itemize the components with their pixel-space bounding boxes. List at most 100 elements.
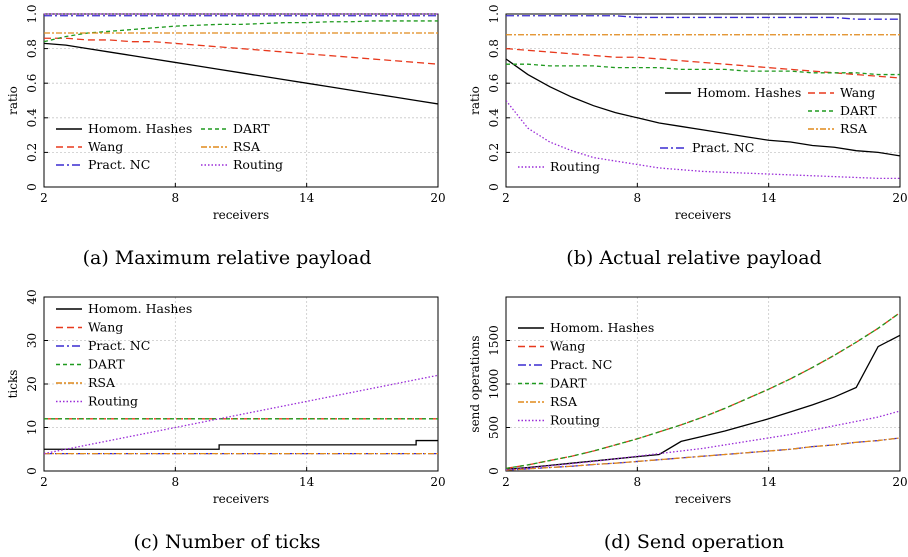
legend-item-pract-nc: Pract. NC: [660, 140, 754, 155]
x-tick-label: 2: [502, 475, 510, 489]
series-line-dart: [44, 20, 438, 43]
legend-label: Pract. NC: [88, 338, 150, 353]
series-line-rsa: [506, 437, 900, 471]
y-tick-label: 0.8: [487, 39, 501, 58]
x-tick-label: 20: [430, 475, 445, 489]
panel-caption: (b) Actual relative payload: [566, 247, 821, 269]
legend-label: RSA: [88, 375, 116, 390]
y-tick-label: 40: [25, 289, 39, 304]
legend-item-rsa: RSA: [56, 375, 116, 390]
y-tick-label: 500: [487, 416, 501, 439]
x-tick-label: 2: [40, 475, 48, 489]
y-tick-label: 20: [25, 376, 39, 391]
legend-label: Routing: [233, 157, 283, 172]
y-tick-label: 0.2: [25, 143, 39, 162]
legend-item-rsa: RSA: [518, 394, 578, 409]
legend-item-wang: Wang: [518, 339, 585, 354]
legend-label: Homom. Hashes: [697, 85, 801, 100]
legend-label: Wang: [88, 320, 123, 335]
legend-item-wang: Wang: [56, 320, 123, 335]
legend-label: Wang: [550, 339, 585, 354]
x-axis-label: receivers: [675, 492, 731, 506]
legend-item-homom-hashes: Homom. Hashes: [56, 121, 192, 136]
x-tick-label: 14: [299, 475, 315, 489]
y-tick-label: 0.4: [25, 108, 39, 127]
legend-item-routing: Routing: [518, 159, 600, 174]
legend-item-pract-nc: Pract. NC: [518, 357, 612, 372]
legend-label: Wang: [88, 139, 123, 154]
x-tick-label: 20: [892, 475, 907, 489]
x-tick-label: 2: [502, 191, 510, 205]
panel-actual-relative-payload: 2 8 14 20 0 0.2 0.4 0.6 0.8 1.0 receivers ratio Homo…: [468, 4, 908, 269]
y-tick-label: 1000: [487, 369, 501, 400]
y-tick-label: 0: [25, 183, 39, 191]
legend-item-homom-hashes: Homom. Hashes: [56, 301, 192, 316]
legend-item-dart: DART: [201, 121, 270, 136]
series-line-homom-hashes: [506, 58, 900, 157]
x-tick-label: 20: [892, 191, 907, 205]
panel-number-of-ticks: 2 8 14 20 0 10 20 30 40 receivers ticks Homom. Hash…: [6, 289, 446, 553]
legend-label: Routing: [550, 413, 600, 428]
legend-item-dart: DART: [808, 103, 877, 118]
y-axis-label: ratio: [6, 86, 20, 115]
y-tick-label: 30: [25, 333, 39, 348]
y-axis-label: ticks: [6, 370, 20, 399]
x-tick-label: 8: [634, 191, 642, 205]
x-tick-label: 8: [634, 475, 642, 489]
series-line-wang: [506, 47, 900, 79]
plot-area: [44, 374, 438, 455]
series-line-homom-hashes: [44, 42, 438, 105]
legend-item-homom-hashes: Homom. Hashes: [665, 85, 801, 100]
y-tick-label: 0.6: [25, 74, 39, 93]
y-axis-label: ratio: [468, 86, 482, 115]
legend-label: Pract. NC: [692, 140, 754, 155]
legend-label: RSA: [840, 121, 868, 136]
y-tick-label: 0: [487, 467, 501, 475]
legend-label: Routing: [88, 394, 138, 409]
legend-item-routing: Routing: [201, 157, 283, 172]
y-tick-label: 0.8: [25, 39, 39, 58]
x-axis-label: receivers: [213, 492, 269, 506]
y-tick-label: 0: [487, 183, 501, 191]
legend-item-routing: Routing: [56, 394, 138, 409]
legend-item-routing: Routing: [518, 413, 600, 428]
y-tick-label: 1.0: [487, 4, 501, 23]
legend-label: RSA: [550, 394, 578, 409]
series-line-homom-hashes: [44, 439, 438, 450]
x-tick-label: 14: [299, 191, 315, 205]
legend-item-rsa: RSA: [201, 139, 261, 154]
y-axis-label: send operations: [468, 335, 482, 432]
x-tick-label: 2: [40, 191, 48, 205]
y-tick-label: 1500: [487, 325, 501, 356]
x-tick-label: 20: [430, 191, 445, 205]
legend-item-wang: Wang: [808, 85, 875, 100]
legend-label: Homom. Hashes: [550, 320, 654, 335]
x-axis-label: receivers: [213, 208, 269, 222]
legend-label: Pract. NC: [88, 157, 150, 172]
y-tick-label: 10: [25, 420, 39, 435]
legend-label: Pract. NC: [550, 357, 612, 372]
series-line-dart: [506, 312, 900, 470]
panel-maximum-relative-payload: 2 8 14 20 0 0.2 0.4 0.6 0.8 1.0 receivers ratio Homo…: [6, 4, 446, 269]
legend-label: Homom. Hashes: [88, 301, 192, 316]
legend-label: Routing: [550, 159, 600, 174]
y-tick-label: 0.2: [487, 143, 501, 162]
legend-label: DART: [840, 103, 877, 118]
legend-label: DART: [233, 121, 270, 136]
y-tick-label: 0.6: [487, 74, 501, 93]
series-line-routing: [506, 100, 900, 179]
panel-send-operation: 2 8 14 20 0 500 1000 1500 receivers send operatio…: [468, 296, 908, 553]
legend-label: RSA: [233, 139, 261, 154]
legend-item-dart: DART: [56, 357, 125, 372]
series-line-pract-nc: [506, 15, 900, 20]
x-tick-label: 8: [172, 191, 180, 205]
legend-item-homom-hashes: Homom. Hashes: [518, 320, 654, 335]
x-axis-label: receivers: [675, 208, 731, 222]
legend-item-rsa: RSA: [808, 121, 868, 136]
legend-item-dart: DART: [518, 376, 587, 391]
y-tick-label: 0: [25, 467, 39, 475]
legend-item-wang: Wang: [56, 139, 123, 154]
plot-area: [506, 15, 900, 179]
series-line-dart: [506, 63, 900, 76]
